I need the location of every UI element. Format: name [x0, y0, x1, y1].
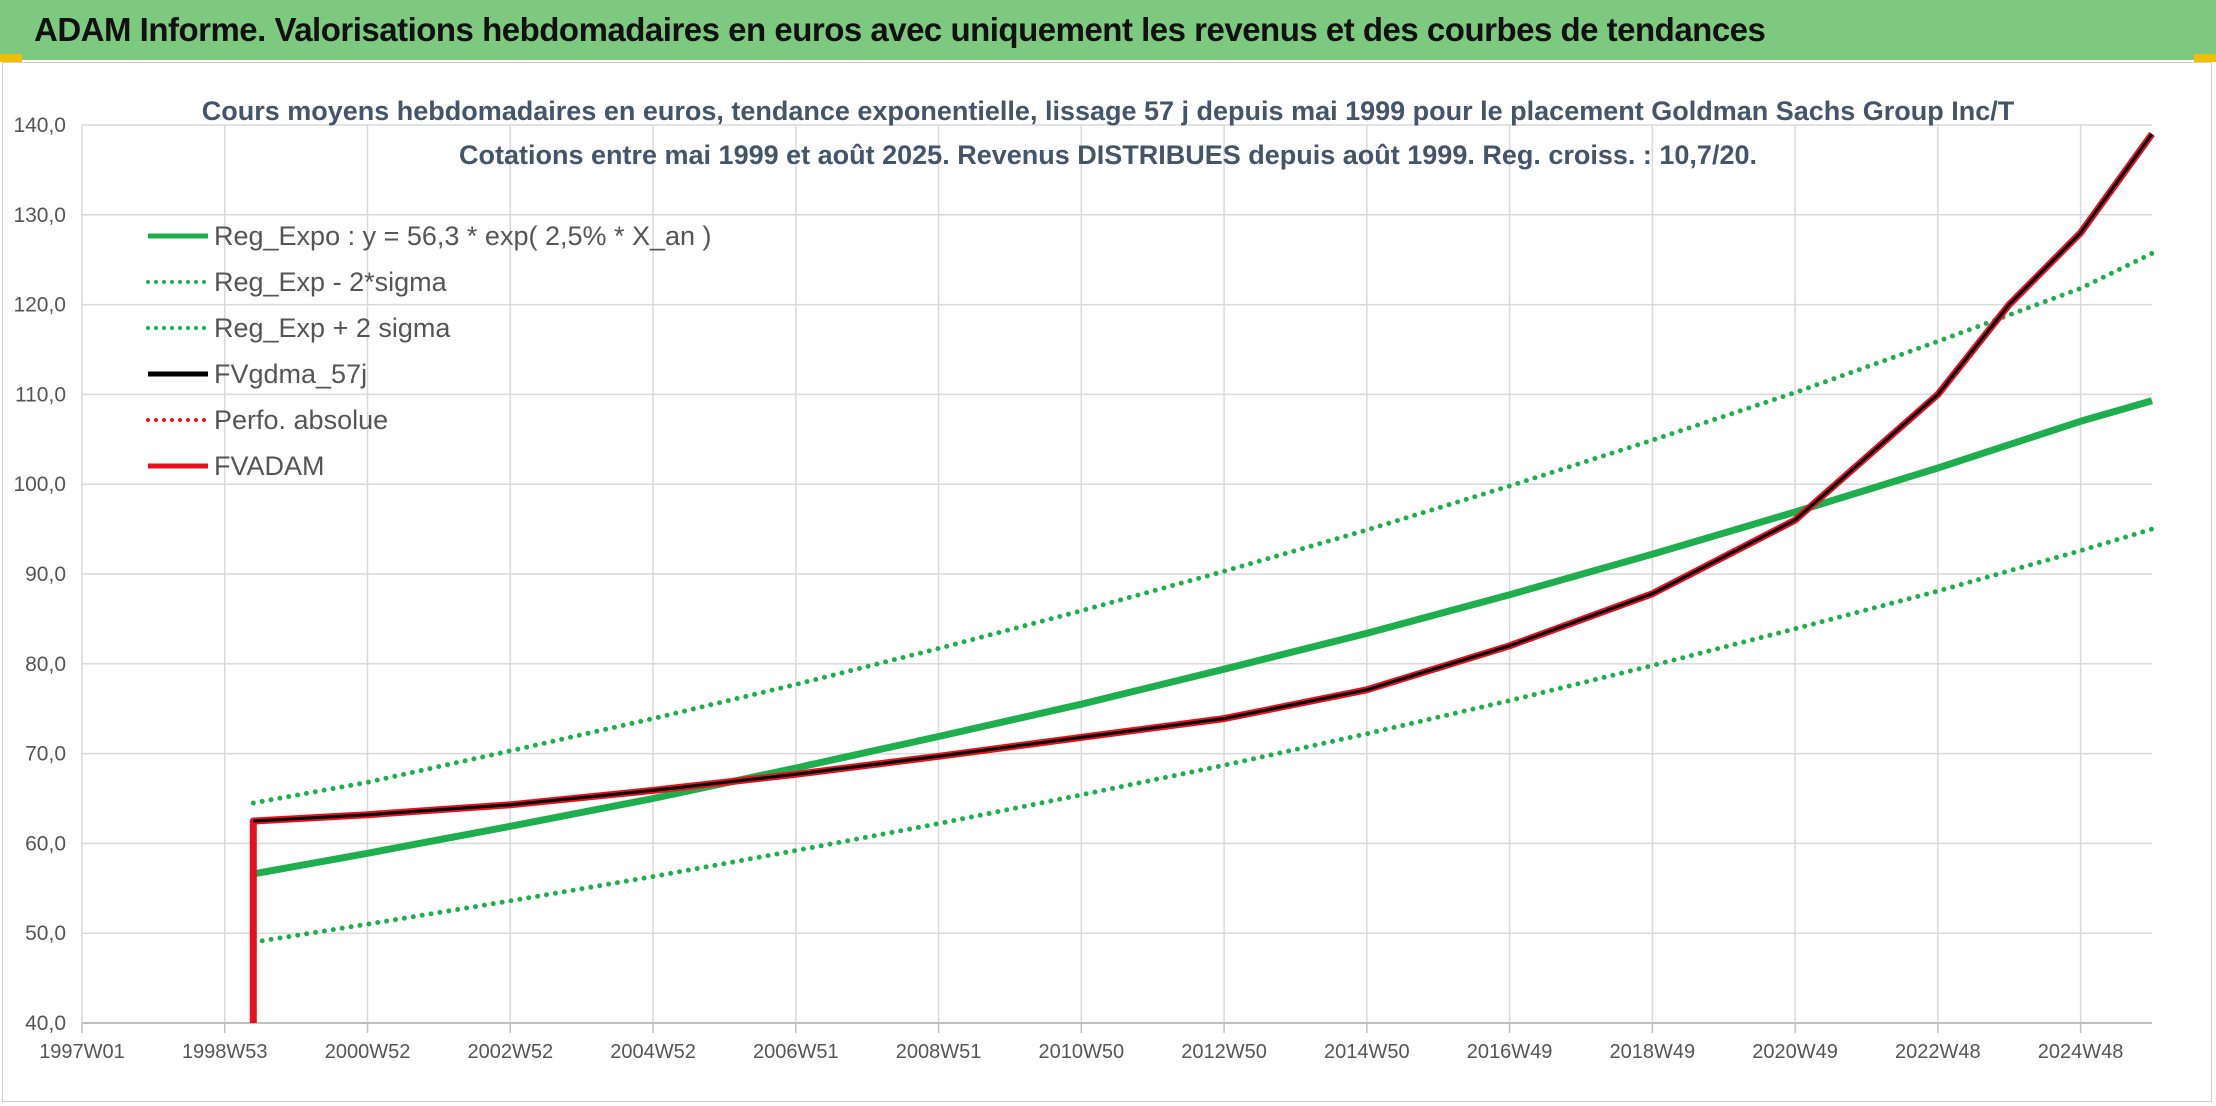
- corner-marker-right: [2194, 54, 2216, 62]
- series-lines: [249, 131, 2155, 1023]
- x-axis-ticks: 1997W01 1998W53 2000W52 2002W52 2004W52 2006W…: [39, 1041, 2123, 1063]
- x-tick-label: 2010W50: [1038, 1041, 1124, 1063]
- chart-title: Cours moyens hebdomadaires en euros, ten…: [202, 96, 2015, 126]
- corner-marker-left: [0, 54, 22, 62]
- y-tick-label: 100,0: [13, 473, 66, 496]
- y-tick-label: 130,0: [13, 204, 66, 227]
- y-tick-label: 140,0: [13, 114, 66, 137]
- x-tick-label: 2024W48: [2038, 1041, 2124, 1063]
- legend-label: Reg_Exp + 2 sigma: [214, 313, 451, 343]
- x-tick-label: 1997W01: [39, 1041, 125, 1063]
- y-tick-label: 90,0: [25, 563, 66, 586]
- legend-label: Reg_Exp - 2*sigma: [214, 267, 448, 297]
- x-tick-label: 2012W50: [1181, 1041, 1267, 1063]
- y-tick-label: 70,0: [25, 743, 66, 766]
- series-line: [250, 526, 2155, 945]
- series-line: [252, 397, 2153, 878]
- y-tick-label: 40,0: [25, 1012, 66, 1035]
- y-tick-label: 110,0: [15, 383, 66, 406]
- y-tick-label: 80,0: [25, 653, 66, 676]
- series-line: [249, 131, 2155, 1023]
- x-tick-label: 2018W49: [1610, 1041, 1696, 1063]
- x-tick-label: 2014W50: [1324, 1041, 1410, 1063]
- chart-frame: [2, 62, 2212, 1102]
- x-tick-label: 2016W49: [1467, 1041, 1553, 1063]
- x-tick-label: 2002W52: [467, 1041, 553, 1063]
- chart-subtitle: Cotations entre mai 1999 et août 2025. R…: [459, 140, 1757, 170]
- series-line: [253, 133, 2154, 823]
- banner-title: ADAM Informe. Valorisations hebdomadaire…: [34, 11, 1766, 48]
- y-tick-label: 50,0: [25, 922, 66, 945]
- legend-label: FVADAM: [214, 451, 325, 481]
- x-tick-label: 2000W52: [325, 1041, 411, 1063]
- y-tick-label: 60,0: [25, 832, 66, 855]
- legend: Reg_Expo : y = 56,3 * exp( 2,5% * X_an )…: [146, 221, 712, 481]
- x-tick-label: 2020W49: [1752, 1041, 1838, 1063]
- legend-label: Reg_Expo : y = 56,3 * exp( 2,5% * X_an ): [214, 221, 712, 251]
- grid-lines: [81, 124, 2152, 1033]
- x-tick-label: 1998W53: [182, 1041, 268, 1063]
- series-line: [250, 250, 2155, 806]
- x-tick-label: 2004W52: [610, 1041, 696, 1063]
- x-tick-label: 2022W48: [1895, 1041, 1981, 1063]
- report-banner: ADAM Informe. Valorisations hebdomadaire…: [0, 0, 2216, 60]
- x-tick-label: 2008W51: [896, 1041, 982, 1063]
- y-tick-label: 120,0: [13, 294, 66, 317]
- x-tick-label: 2006W51: [753, 1041, 839, 1063]
- y-axis-ticks: 140,0 130,0 120,0 110,0 100,0 90,0 80,0 70,0 60,…: [13, 114, 66, 1035]
- legend-label: Perfo. absolue: [214, 405, 388, 435]
- legend-label: FVgdma_57j: [214, 359, 367, 389]
